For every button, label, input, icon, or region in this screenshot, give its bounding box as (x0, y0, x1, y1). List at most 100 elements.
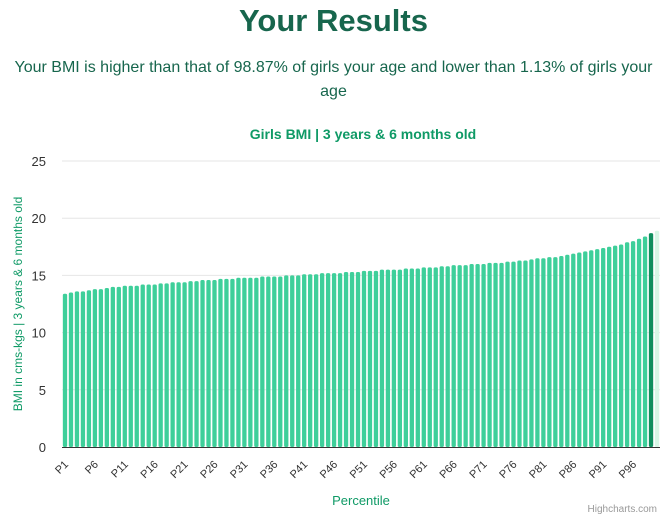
bar-p9[interactable] (110, 286, 115, 447)
bar-p25[interactable] (206, 279, 211, 447)
bar-p96[interactable] (630, 241, 636, 447)
bar-p81[interactable] (541, 258, 546, 447)
bar-p40[interactable] (296, 275, 301, 447)
bar-p93[interactable] (612, 245, 618, 447)
bar-p100[interactable] (654, 230, 660, 447)
bar-p20[interactable] (176, 282, 181, 447)
bar-p76[interactable] (511, 261, 516, 447)
bar-p80[interactable] (535, 258, 540, 447)
bar-p3[interactable] (74, 291, 80, 447)
bar-p99[interactable] (648, 233, 654, 447)
bar-p78[interactable] (523, 260, 528, 447)
bar-p51[interactable] (361, 270, 367, 447)
bar-p31[interactable] (242, 277, 247, 447)
bar-p62[interactable] (427, 267, 432, 447)
bar-p66[interactable] (451, 265, 456, 447)
bar-p86[interactable] (571, 253, 576, 447)
bar-p59[interactable] (409, 268, 414, 447)
bar-p89[interactable] (589, 250, 594, 447)
bar-p12[interactable] (128, 285, 133, 447)
bar-p26[interactable] (212, 279, 217, 447)
bar-p91[interactable] (601, 247, 606, 447)
bar-p95[interactable] (624, 242, 630, 447)
bar-p60[interactable] (415, 268, 420, 447)
bar-p68[interactable] (463, 265, 468, 447)
bar-p56[interactable] (391, 269, 397, 447)
bar-p16[interactable] (152, 284, 157, 447)
bar-p87[interactable] (577, 252, 582, 447)
bar-p33[interactable] (254, 277, 259, 447)
bar-p61[interactable] (421, 267, 426, 447)
highcharts-credits[interactable]: Highcharts.com (587, 504, 657, 515)
bar-p70[interactable] (475, 263, 480, 447)
bar-p24[interactable] (200, 279, 205, 447)
bar-p77[interactable] (517, 260, 522, 447)
bar-p53[interactable] (373, 270, 379, 447)
bar-p94[interactable] (618, 244, 624, 447)
bar-p27[interactable] (218, 278, 223, 447)
bar-p84[interactable] (559, 255, 564, 447)
bar-p17[interactable] (158, 283, 163, 447)
bar-p38[interactable] (284, 275, 289, 447)
bar-p21[interactable] (182, 282, 187, 447)
bar-p44[interactable] (319, 273, 325, 447)
bar-p22[interactable] (188, 281, 193, 447)
bar-p35[interactable] (266, 276, 271, 447)
bar-p10[interactable] (116, 286, 121, 447)
bar-p8[interactable] (104, 287, 110, 447)
bar-p67[interactable] (457, 265, 462, 447)
bar-p58[interactable] (403, 268, 409, 447)
bar-p29[interactable] (230, 278, 235, 447)
bar-p69[interactable] (469, 263, 474, 447)
bar-p42[interactable] (308, 274, 313, 447)
bar-p52[interactable] (367, 270, 373, 447)
bar-p11[interactable] (122, 285, 127, 447)
bar-p85[interactable] (565, 254, 570, 447)
bar-p1[interactable] (62, 293, 68, 447)
bar-p45[interactable] (325, 273, 331, 447)
bar-p28[interactable] (224, 278, 229, 447)
bar-p37[interactable] (278, 276, 283, 447)
bar-p5[interactable] (86, 290, 92, 447)
bar-p72[interactable] (487, 262, 492, 447)
bar-p92[interactable] (607, 246, 612, 447)
bar-p19[interactable] (170, 282, 175, 447)
bar-p55[interactable] (385, 269, 391, 447)
bar-p6[interactable] (92, 289, 98, 447)
bar-p2[interactable] (68, 292, 74, 447)
bar-p65[interactable] (445, 266, 450, 447)
bar-p34[interactable] (260, 276, 265, 447)
bar-p18[interactable] (164, 283, 169, 447)
bar-p63[interactable] (433, 267, 438, 447)
bar-p43[interactable] (313, 274, 319, 447)
bar-p88[interactable] (583, 251, 588, 447)
bar-p73[interactable] (493, 262, 498, 447)
bar-p64[interactable] (439, 266, 444, 447)
bar-p74[interactable] (499, 262, 504, 447)
bar-p97[interactable] (636, 238, 642, 447)
bar-p41[interactable] (302, 274, 307, 447)
bar-p82[interactable] (547, 257, 552, 447)
bar-p54[interactable] (379, 269, 385, 447)
bar-p57[interactable] (397, 269, 403, 447)
bar-p14[interactable] (140, 284, 145, 447)
bar-p23[interactable] (194, 281, 199, 447)
bar-p15[interactable] (146, 284, 151, 447)
bar-p83[interactable] (553, 257, 558, 447)
bar-p46[interactable] (331, 273, 337, 447)
bar-p79[interactable] (529, 259, 534, 447)
bar-p36[interactable] (272, 276, 277, 447)
bar-p98[interactable] (642, 236, 648, 447)
bar-p49[interactable] (349, 271, 355, 447)
bar-p13[interactable] (134, 285, 139, 447)
bar-p47[interactable] (337, 273, 343, 447)
bar-p7[interactable] (98, 289, 104, 447)
bar-p30[interactable] (236, 277, 241, 447)
bar-p32[interactable] (248, 277, 253, 447)
bar-p39[interactable] (290, 275, 295, 447)
bar-p90[interactable] (595, 249, 600, 447)
bar-p4[interactable] (80, 291, 86, 447)
bar-p75[interactable] (505, 261, 510, 447)
bar-p71[interactable] (481, 263, 486, 447)
bar-p50[interactable] (355, 271, 361, 447)
